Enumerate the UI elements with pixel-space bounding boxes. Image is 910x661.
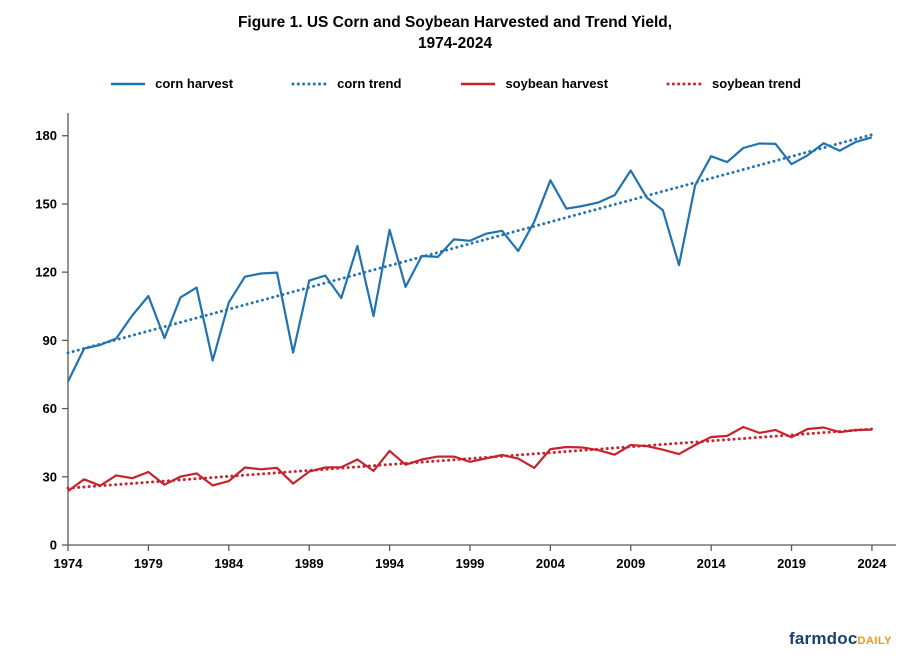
x-tick-label: 1974 <box>54 556 84 571</box>
y-tick-label: 30 <box>43 469 57 484</box>
legend-item-soybean-harvest: soybean harvest <box>459 76 608 91</box>
legend-label-corn-harvest: corn harvest <box>155 76 234 91</box>
y-tick-label: 180 <box>35 128 57 143</box>
x-tick-label: 2014 <box>697 556 727 571</box>
x-tick-label: 1999 <box>455 556 484 571</box>
soybean-trend-line <box>66 427 874 490</box>
legend-swatch-corn-trend-icon <box>291 82 329 85</box>
legend-label-soybean-trend: soybean trend <box>712 76 801 91</box>
legend-item-corn-harvest: corn harvest <box>109 76 233 91</box>
legend-label-soybean-harvest: soybean harvest <box>505 76 609 91</box>
corn-trend-line <box>66 133 874 355</box>
x-tick-label: 1989 <box>295 556 324 571</box>
x-tick-label: 1994 <box>375 556 405 571</box>
x-tick-label: 1979 <box>134 556 163 571</box>
y-tick-label: 120 <box>35 265 57 280</box>
chart-title-line2: 1974-2024 <box>417 35 493 52</box>
farmdoc-brand-text: farmdoc <box>789 629 858 648</box>
y-tick-label: 0 <box>50 538 57 553</box>
plot-area: 0 30 60 90 120 150 180 1974 1979 1984 1989 1994 1999… <box>35 113 896 571</box>
x-tick-label: 2004 <box>536 556 566 571</box>
legend-swatch-soybean-trend-icon <box>666 82 704 85</box>
chart-legend: corn harvest corn trend soybean harvest soy… <box>0 76 910 91</box>
corn-harvest-line <box>67 136 873 382</box>
farmdoc-logo: farmdoc DAILY <box>789 629 892 649</box>
x-tick-label: 2024 <box>857 556 887 571</box>
x-tick-label: 2019 <box>777 556 806 571</box>
farmdoc-daily-text: DAILY <box>857 635 892 647</box>
chart-title-line1: Figure 1. US Corn and Soybean Harvested … <box>237 14 673 31</box>
y-tick-label: 150 <box>35 196 57 211</box>
x-tick-label: 2009 <box>616 556 645 571</box>
legend-swatch-corn-harvest-icon <box>111 82 146 85</box>
legend-swatch-soybean-harvest-icon <box>461 82 496 85</box>
y-tick-label: 60 <box>43 401 57 416</box>
chart-title: Figure 1. US Corn and Soybean Harvested … <box>0 0 910 54</box>
x-tick-label: 1984 <box>214 556 244 571</box>
legend-item-corn-trend: corn trend <box>291 76 401 91</box>
soybean-harvest-line <box>67 425 872 492</box>
y-tick-label: 90 <box>43 333 57 348</box>
legend-item-soybean-trend: soybean trend <box>666 76 801 91</box>
legend-label-corn-trend: corn trend <box>337 76 402 91</box>
